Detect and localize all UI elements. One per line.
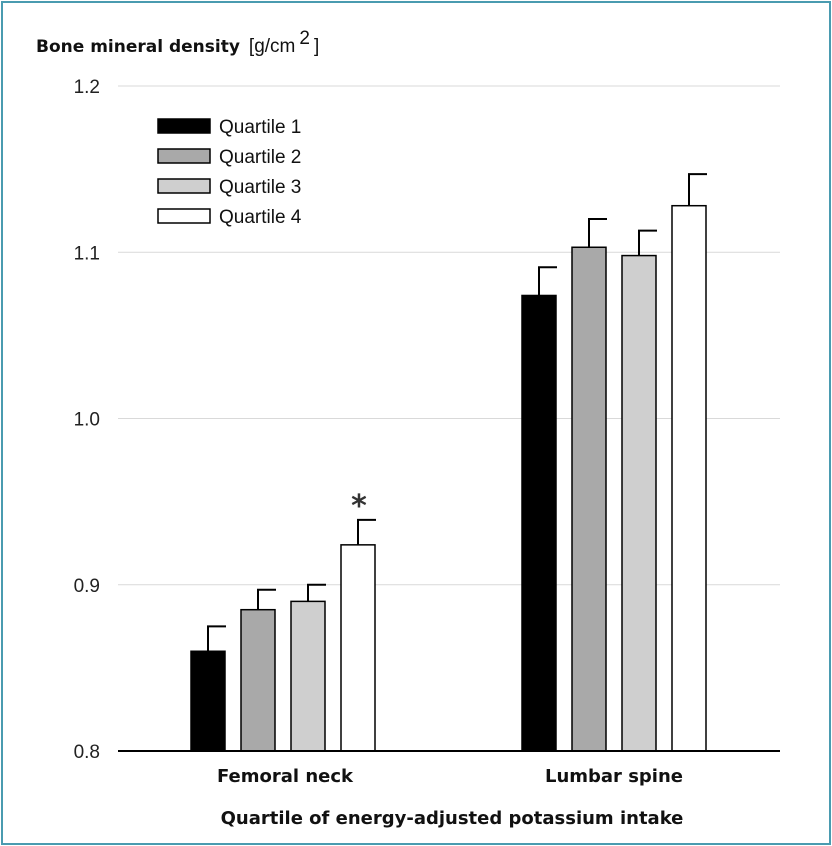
legend: Quartile 1 Quartile 2 Quartile 3 Quartile 4 [157, 117, 302, 228]
category-label: Lumbar spine [545, 766, 683, 787]
bar-femoral-neck-q4 [340, 544, 376, 752]
legend-swatch-q2 [157, 148, 211, 164]
error-bars [207, 173, 707, 652]
y-axis-title: Bone mineral density [g/cm 2 ] [36, 28, 319, 57]
category-labels: Femoral neck Lumbar spine [217, 766, 683, 787]
legend-label-q4: Quartile 4 [219, 207, 302, 228]
y-tick-label: 0.9 [74, 576, 100, 597]
bar-lumbar-spine-q4 [671, 204, 707, 752]
y-axis-unit-superscript: 2 [299, 28, 310, 49]
bar-femoral-neck-q3 [290, 600, 326, 752]
bar-femoral-neck-q2 [240, 608, 276, 752]
significance-asterisk: * [351, 489, 367, 524]
y-axis-unit-close: ] [314, 36, 319, 57]
category-label: Femoral neck [217, 766, 354, 787]
y-tick-label: 0.8 [74, 742, 100, 763]
bar-lumbar-spine-q1 [521, 294, 557, 752]
y-tick-labels: 0.8 0.9 1.0 1.1 1.2 [74, 77, 100, 763]
legend-label-q2: Quartile 2 [219, 147, 301, 168]
legend-label-q1: Quartile 1 [219, 117, 301, 138]
bar-lumbar-spine-q3 [621, 254, 657, 752]
annotations: * [351, 489, 367, 524]
legend-swatch-q3 [157, 178, 211, 194]
legend-swatch-q1 [157, 118, 211, 134]
bar-lumbar-spine-q2 [571, 246, 607, 752]
legend-swatch-q4 [157, 208, 211, 224]
y-axis-unit: [g/cm [249, 36, 295, 57]
y-axis-title-bold: Bone mineral density [36, 37, 240, 57]
bar-femoral-neck-q1 [190, 650, 226, 752]
y-tick-label: 1.2 [74, 77, 100, 98]
bars [190, 204, 707, 752]
legend-label-q3: Quartile 3 [219, 177, 301, 198]
y-tick-label: 1.1 [74, 243, 100, 264]
y-tick-label: 1.0 [74, 410, 100, 431]
x-axis-title: Quartile of energy-adjusted potassium in… [221, 808, 684, 829]
grid-lines [118, 85, 780, 586]
